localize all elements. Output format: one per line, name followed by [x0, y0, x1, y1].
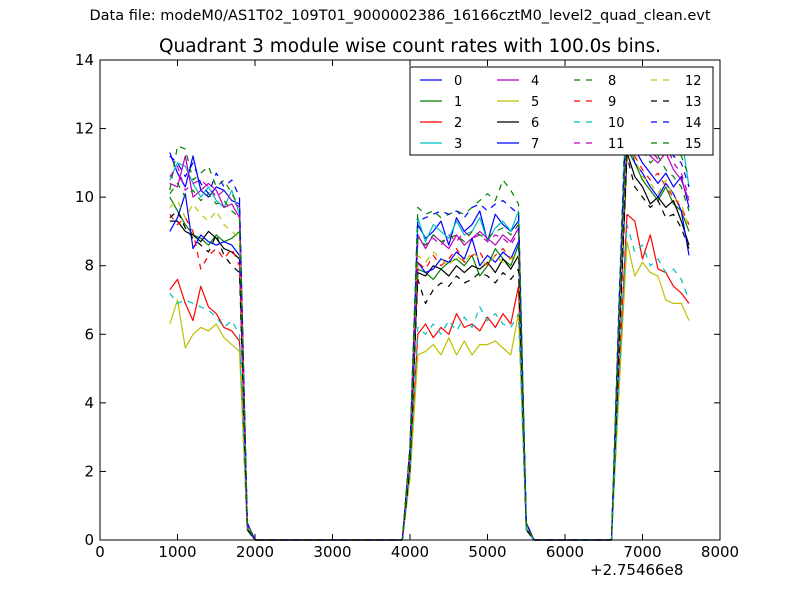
x-tick-label: 7000 — [623, 543, 661, 561]
y-tick-label: 4 — [84, 394, 94, 412]
legend-label: 13 — [685, 95, 702, 110]
data-file-suptitle: Data file: modeM0/AS1T02_109T01_90000023… — [89, 8, 711, 24]
x-tick-label: 4000 — [391, 543, 429, 561]
y-tick-label: 2 — [84, 462, 94, 480]
legend-label: 6 — [531, 116, 539, 131]
series-line-0 — [169, 138, 690, 541]
x-tick-label: 5000 — [468, 543, 506, 561]
legend-label: 10 — [608, 116, 625, 131]
series-line-12 — [169, 134, 690, 541]
legend-label: 3 — [454, 137, 462, 152]
legend-box — [409, 66, 714, 156]
x-tick-label: 2000 — [236, 543, 274, 561]
y-tick-label: 12 — [75, 120, 94, 138]
legend-label: 4 — [531, 74, 539, 89]
legend-label: 14 — [685, 116, 702, 131]
y-tick-label: 14 — [75, 51, 94, 69]
series-line-1 — [169, 148, 690, 541]
x-tick-label: 6000 — [546, 543, 584, 561]
legend-label: 7 — [531, 137, 539, 152]
chart-title: Quadrant 3 module wise count rates with … — [158, 36, 662, 57]
series-line-7 — [169, 131, 690, 541]
series-line-6 — [169, 152, 690, 541]
legend-label: 11 — [608, 137, 625, 152]
y-tick-label: 0 — [84, 531, 94, 549]
series-line-5 — [169, 241, 690, 541]
x-axis-offset-label: +2.75466e8 — [590, 561, 684, 579]
series-line-10 — [169, 224, 690, 541]
series-line-14 — [169, 93, 690, 541]
y-tick-label: 8 — [84, 257, 94, 275]
series-line-9 — [169, 128, 690, 541]
legend-label: 9 — [608, 95, 616, 110]
series-line-4 — [169, 117, 690, 541]
x-tick-label: 8000 — [701, 543, 739, 561]
legend-label: 2 — [454, 116, 462, 131]
legend-label: 0 — [454, 74, 462, 89]
y-tick-label: 10 — [75, 188, 94, 206]
legend-label: 5 — [531, 95, 539, 110]
series-line-11 — [169, 107, 690, 541]
legend-label: 15 — [685, 137, 702, 152]
x-tick-label: 0 — [95, 543, 105, 561]
y-tick-label: 6 — [84, 325, 94, 343]
x-tick-label: 1000 — [158, 543, 196, 561]
legend-label: 1 — [454, 95, 462, 110]
legend-label: 8 — [608, 74, 616, 89]
legend-label: 12 — [685, 74, 702, 89]
x-tick-label: 3000 — [313, 543, 351, 561]
